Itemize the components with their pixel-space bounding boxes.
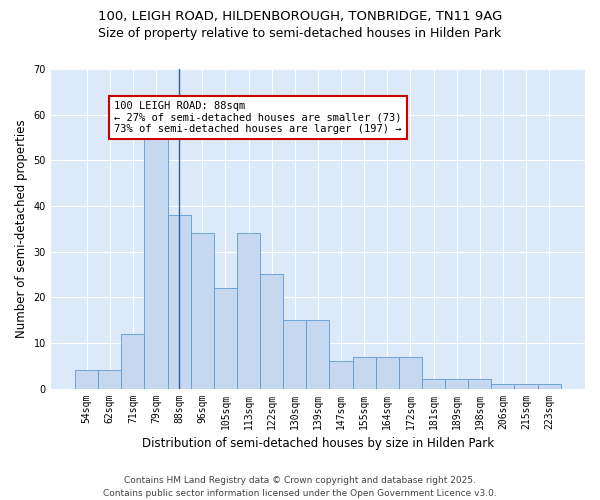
Text: 100, LEIGH ROAD, HILDENBOROUGH, TONBRIDGE, TN11 9AG: 100, LEIGH ROAD, HILDENBOROUGH, TONBRIDG… [98,10,502,23]
Bar [468,380,491,388]
Bar [376,356,399,388]
X-axis label: Distribution of semi-detached houses by size in Hilden Park: Distribution of semi-detached houses by … [142,437,494,450]
Bar [191,234,214,388]
Bar [145,138,167,388]
Bar [422,380,445,388]
Bar [491,384,514,388]
Bar [214,288,237,388]
Text: Contains HM Land Registry data © Crown copyright and database right 2025.
Contai: Contains HM Land Registry data © Crown c… [103,476,497,498]
Bar [167,215,191,388]
Y-axis label: Number of semi-detached properties: Number of semi-detached properties [15,120,28,338]
Bar [445,380,468,388]
Text: Size of property relative to semi-detached houses in Hilden Park: Size of property relative to semi-detach… [98,28,502,40]
Bar [260,274,283,388]
Bar [98,370,121,388]
Bar [237,234,260,388]
Text: 100 LEIGH ROAD: 88sqm
← 27% of semi-detached houses are smaller (73)
73% of semi: 100 LEIGH ROAD: 88sqm ← 27% of semi-deta… [115,101,402,134]
Bar [75,370,98,388]
Bar [283,320,307,388]
Bar [353,356,376,388]
Bar [121,334,145,388]
Bar [399,356,422,388]
Bar [514,384,538,388]
Bar [307,320,329,388]
Bar [329,361,353,388]
Bar [538,384,561,388]
